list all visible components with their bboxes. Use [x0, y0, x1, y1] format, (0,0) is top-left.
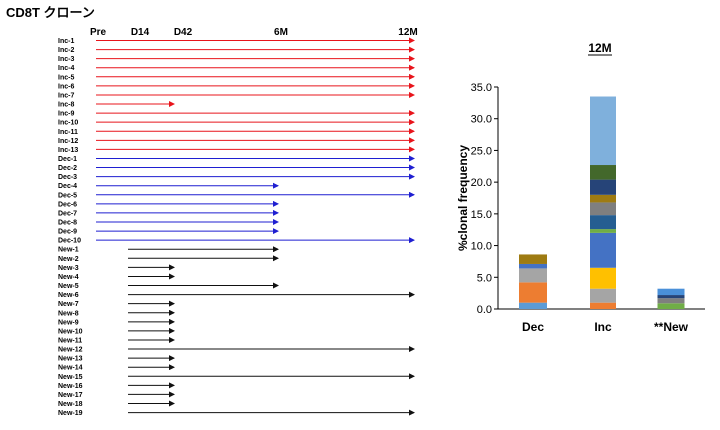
clone-label-new-1: New-1 [58, 247, 79, 254]
clone-label-inc-9: Inc-9 [58, 111, 74, 118]
clone-label-inc-7: Inc-7 [58, 92, 74, 99]
y-tick-label: 15.0 [471, 209, 492, 221]
y-tick-label: 35.0 [471, 82, 492, 94]
bar-segment-new-1 [657, 303, 685, 309]
bar-segment-inc-1 [590, 302, 616, 309]
clone-label-new-9: New-9 [58, 319, 79, 326]
x-category-label-dec: Dec [522, 320, 544, 334]
clone-label-dec-5: Dec-5 [58, 192, 77, 199]
clone-label-inc-13: Inc-13 [58, 147, 78, 154]
clone-label-inc-12: Inc-12 [58, 138, 78, 145]
clone-label-inc-4: Inc-4 [58, 65, 74, 72]
bar-segment-dec-2 [519, 282, 547, 303]
bar-segment-new-3 [657, 295, 685, 299]
bar-segment-dec-1 [519, 302, 547, 309]
clone-label-new-5: New-5 [58, 283, 79, 290]
clone-label-new-12: New-12 [58, 347, 83, 354]
bar-segment-dec-4 [519, 263, 547, 269]
clone-label-new-13: New-13 [58, 356, 83, 363]
timepoint-label-d42: D42 [174, 27, 193, 38]
clone-label-dec-6: Dec-6 [58, 201, 77, 208]
bar-segment-inc-9 [590, 179, 616, 195]
clone-label-inc-8: Inc-8 [58, 102, 74, 109]
clone-label-dec-1: Dec-1 [58, 156, 77, 163]
bar-chart-title: 12M [588, 41, 611, 55]
bar-segment-inc-7 [590, 202, 616, 216]
bar-segment-inc-8 [590, 194, 616, 203]
clone-label-new-3: New-3 [58, 265, 79, 272]
clone-label-new-16: New-16 [58, 383, 83, 390]
y-axis-label: %clonal frequency [456, 145, 470, 251]
y-tick-label: 10.0 [471, 241, 492, 253]
clone-label-new-6: New-6 [58, 292, 79, 299]
bar-segment-inc-2 [590, 288, 616, 303]
bar-segment-dec-5 [519, 254, 547, 264]
clone-label-inc-11: Inc-11 [58, 129, 78, 136]
clone-label-new-18: New-18 [58, 401, 83, 408]
clone-label-new-17: New-17 [58, 392, 83, 399]
clone-label-inc-6: Inc-6 [58, 83, 74, 90]
y-tick-label: 20.0 [471, 177, 492, 189]
clone-label-dec-3: Dec-3 [58, 174, 77, 181]
clone-label-new-4: New-4 [58, 274, 79, 281]
clone-label-new-8: New-8 [58, 310, 79, 317]
clone-label-dec-10: Dec-10 [58, 238, 81, 245]
x-category-label-inc: Inc [594, 320, 612, 334]
timepoint-label-12m: 12M [398, 27, 417, 38]
clone-label-inc-2: Inc-2 [58, 47, 74, 54]
bar-segment-new-2 [657, 298, 685, 304]
timepoint-label-d14: D14 [131, 27, 150, 38]
y-tick-label: 5.0 [477, 272, 492, 284]
clone-label-new-10: New-10 [58, 328, 83, 335]
bar-segment-dec-3 [519, 268, 547, 283]
timepoint-label-pre: Pre [90, 27, 107, 38]
clone-label-inc-1: Inc-1 [58, 38, 74, 45]
bar-segment-inc-10 [590, 165, 616, 180]
x-category-label-new: **New [654, 320, 689, 334]
clone-label-dec-7: Dec-7 [58, 210, 77, 217]
bar-segment-inc-6 [590, 215, 616, 230]
clone-label-new-7: New-7 [58, 301, 79, 308]
clone-label-inc-5: Inc-5 [58, 74, 74, 81]
y-tick-label: 25.0 [471, 145, 492, 157]
y-tick-label: 0.0 [477, 304, 492, 316]
clone-label-inc-10: Inc-10 [58, 120, 78, 127]
bar-segment-inc-5 [590, 229, 616, 233]
y-tick-label: 30.0 [471, 114, 492, 126]
timepoint-label-6m: 6M [274, 27, 288, 38]
clone-label-dec-8: Dec-8 [58, 220, 77, 227]
clone-label-new-14: New-14 [58, 365, 83, 372]
clone-label-new-11: New-11 [58, 337, 82, 344]
clone-timeline-chart: Pre D14 D42 6M 12M Inc-1 Inc-2 Inc-3 Inc-4 Inc-5 I… [58, 27, 418, 417]
clone-label-dec-2: Dec-2 [58, 165, 77, 172]
clone-label-new-2: New-2 [58, 256, 79, 263]
clone-label-inc-3: Inc-3 [58, 56, 74, 63]
bar-segment-inc-11 [590, 96, 616, 166]
clone-label-dec-9: Dec-9 [58, 229, 77, 236]
clone-label-new-19: New-19 [58, 410, 83, 417]
clone-label-new-15: New-15 [58, 374, 83, 381]
clone-label-dec-4: Dec-4 [58, 183, 77, 190]
figure-title: CD8T クローン [6, 5, 95, 20]
bar-segment-new-4 [657, 288, 685, 296]
bar-segment-inc-4 [590, 232, 616, 268]
bar-segment-inc-3 [590, 267, 616, 289]
